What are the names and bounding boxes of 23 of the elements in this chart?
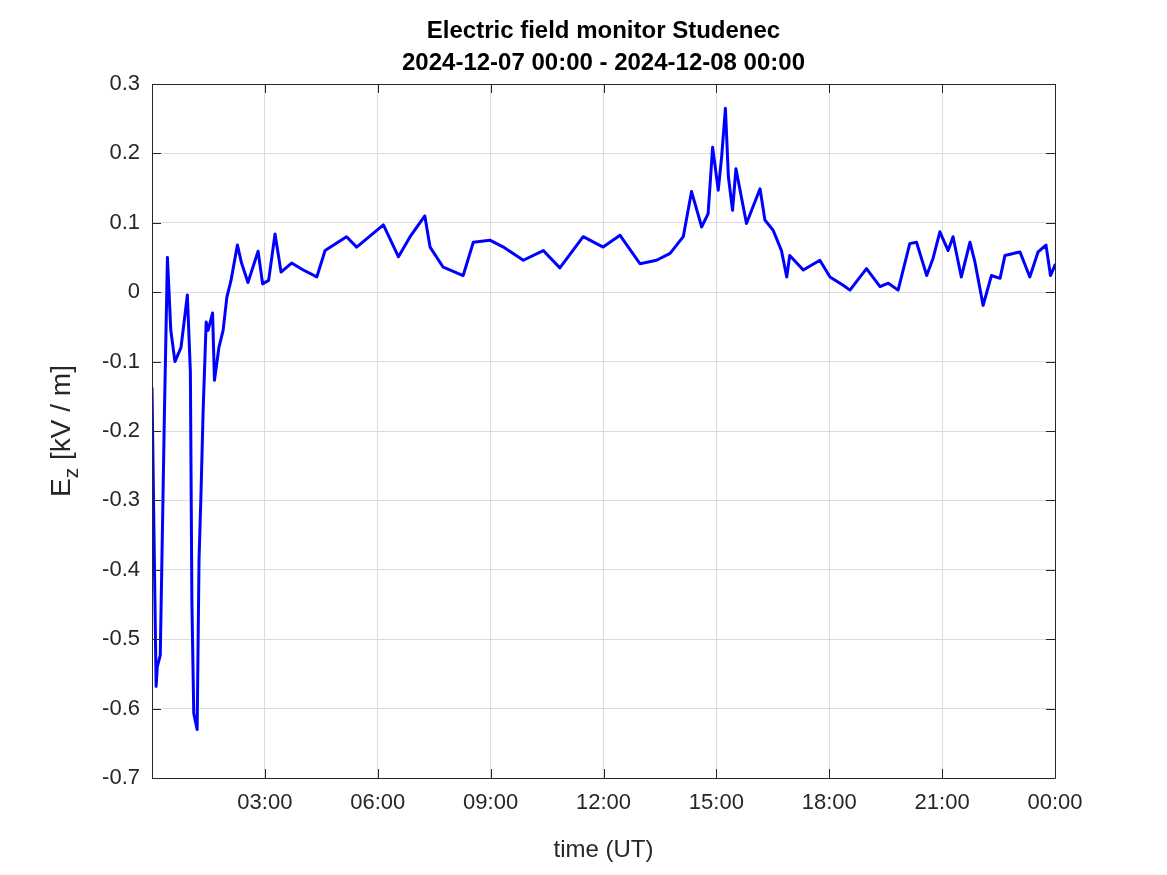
chart-title: Electric field monitor Studenec	[426, 15, 781, 43]
chart-subtitle: 2024-12-07 00:00 - 2024-12-08 00:00	[402, 47, 805, 75]
y-tick-label: -0.6	[102, 694, 140, 720]
x-tick-label: 03:00	[237, 789, 293, 815]
y-tick-label: 0.1	[109, 208, 140, 234]
y-tick-label: -0.5	[102, 625, 140, 651]
x-tick-label: 06:00	[350, 789, 406, 815]
x-tick-label: 21:00	[914, 789, 970, 815]
x-tick-label: 12:00	[575, 789, 632, 815]
y-tick-label: 0.2	[109, 139, 140, 165]
y-axis-title: Ez [kV / m]	[44, 365, 82, 497]
x-tick-label: 15:00	[688, 789, 744, 815]
y-tick-label: -0.1	[102, 347, 140, 373]
y-tick-label: 0.3	[109, 70, 140, 96]
x-tick-label: 00:00	[1027, 789, 1083, 815]
y-tick-label: -0.3	[102, 486, 140, 512]
y-tick-label: 0	[127, 278, 140, 304]
y-tick-label: -0.7	[102, 764, 140, 790]
y-tick-label: -0.2	[102, 417, 140, 443]
y-tick-label: -0.4	[102, 555, 140, 581]
x-tick-label: 18:00	[801, 789, 857, 815]
x-tick-label: 09:00	[463, 789, 519, 815]
x-axis-title: time (UT)	[553, 834, 654, 862]
